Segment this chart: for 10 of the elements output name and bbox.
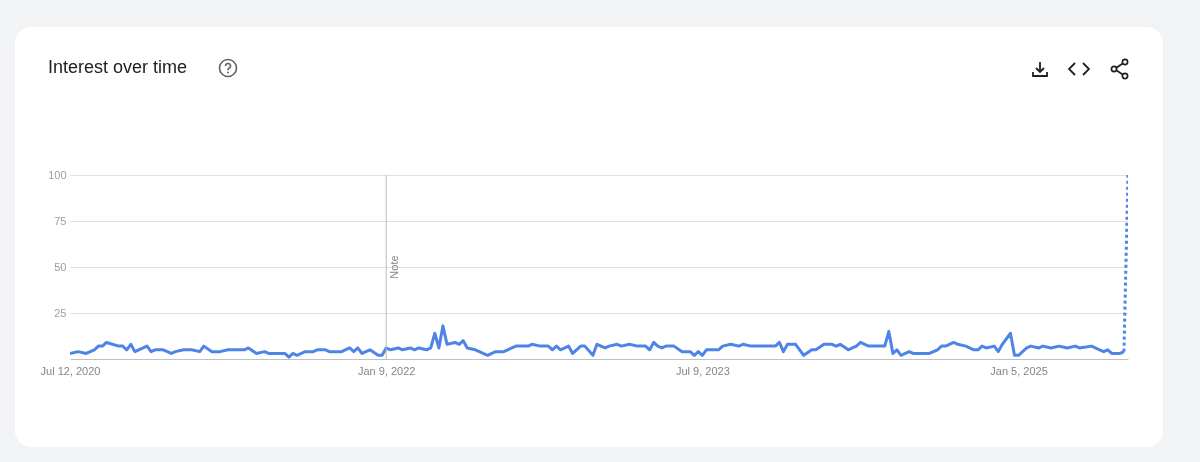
y-tick-label: 25 xyxy=(54,306,67,319)
x-tick-label: Jan 5, 2025 xyxy=(990,364,1048,377)
y-tick-label: 50 xyxy=(54,260,67,273)
chart-title: Interest over time xyxy=(48,57,188,78)
y-tick-label: 75 xyxy=(54,214,67,227)
x-tick-label: Jul 9, 2023 xyxy=(675,364,730,377)
x-tick-label: Jan 9, 2022 xyxy=(357,364,416,377)
x-tick-label: Jul 12, 2020 xyxy=(40,364,101,377)
ref-line-label: Note xyxy=(388,255,401,279)
y-tick-label: 100 xyxy=(48,168,67,181)
